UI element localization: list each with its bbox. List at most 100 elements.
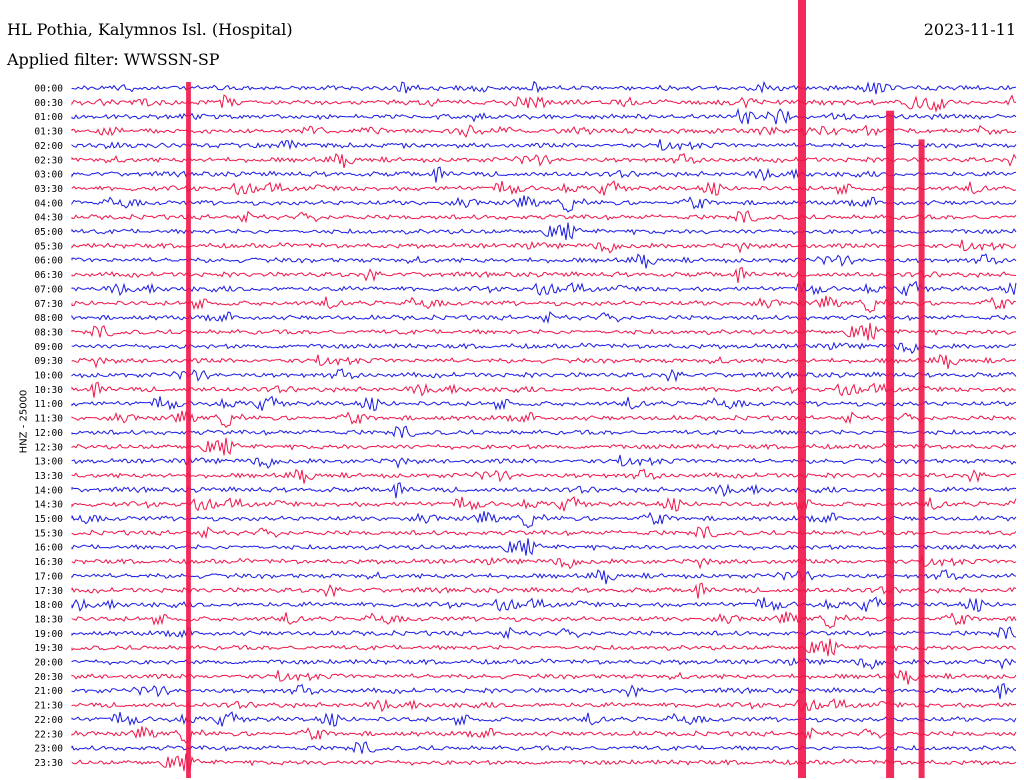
event-event-early <box>186 82 191 778</box>
row-time-label: 17:30 <box>34 586 63 597</box>
trace-row <box>71 753 1017 772</box>
trace-row <box>71 94 1017 113</box>
trace-row <box>71 511 1017 529</box>
row-time-label: 22:00 <box>34 715 63 726</box>
trace-row <box>71 425 1017 439</box>
row-time-label: 07:00 <box>34 284 63 295</box>
trace-row <box>71 555 1017 570</box>
row-time-label: 05:00 <box>34 227 63 238</box>
trace-row <box>71 525 1017 540</box>
row-time-label: 20:30 <box>34 672 63 683</box>
trace-row <box>71 711 1017 727</box>
trace-row <box>71 152 1017 169</box>
trace-row <box>71 139 1017 151</box>
trace-row <box>71 253 1017 269</box>
trace-row <box>71 322 1017 341</box>
row-time-label: 04:00 <box>34 198 63 209</box>
row-time-label: 08:30 <box>34 327 63 338</box>
row-time-label: 04:30 <box>34 213 63 224</box>
row-time-label: 13:30 <box>34 471 63 482</box>
trace-row <box>71 741 1017 754</box>
trace-row <box>71 482 1017 499</box>
row-time-label: 21:30 <box>34 701 63 712</box>
row-time-label: 18:00 <box>34 600 63 611</box>
date-label: 2023-11-11 <box>923 20 1016 39</box>
row-time-label: 10:00 <box>34 371 63 382</box>
row-time-label: 22:30 <box>34 729 63 740</box>
row-time-label: 14:00 <box>34 485 63 496</box>
trace-row <box>71 582 1017 599</box>
trace-row <box>71 683 1017 700</box>
trace-row <box>71 454 1017 469</box>
trace-row <box>71 280 1017 297</box>
trace-row <box>71 341 1017 355</box>
trace-row <box>71 266 1017 283</box>
trace-row <box>71 107 1017 125</box>
trace-row <box>71 310 1017 325</box>
trace-row <box>71 210 1017 224</box>
row-time-label: 06:00 <box>34 256 63 267</box>
event-teleseism-2 <box>886 110 895 778</box>
row-time-label: 18:30 <box>34 614 63 625</box>
trace-row <box>71 166 1017 183</box>
row-time-label: 07:30 <box>34 299 63 310</box>
trace-row <box>71 611 1017 629</box>
trace-row <box>71 124 1017 138</box>
trace-row <box>71 569 1017 585</box>
row-time-label: 10:30 <box>34 385 63 396</box>
trace-row <box>71 626 1017 640</box>
trace-row <box>71 657 1017 670</box>
event-event-27 <box>918 139 925 778</box>
trace-row <box>71 468 1017 484</box>
row-time-label: 09:30 <box>34 356 63 367</box>
row-time-label: 17:00 <box>34 571 63 582</box>
row-time-label: 11:30 <box>34 414 63 425</box>
trace-row <box>71 353 1017 369</box>
event-teleseism-1 <box>798 0 806 778</box>
row-time-label: 03:30 <box>34 184 63 195</box>
row-time-label: 14:30 <box>34 500 63 511</box>
trace-row <box>71 368 1017 383</box>
row-time-label: 19:30 <box>34 643 63 654</box>
row-time-label: 12:00 <box>34 428 63 439</box>
trace-row <box>71 239 1017 254</box>
row-time-label: 03:00 <box>34 170 63 181</box>
row-time-label: 02:30 <box>34 155 63 166</box>
row-time-label: 01:30 <box>34 127 63 138</box>
row-time-label: 13:00 <box>34 457 63 468</box>
trace-row <box>71 437 1017 456</box>
row-time-label: 19:00 <box>34 629 63 640</box>
row-time-label: 01:00 <box>34 112 63 123</box>
trace-row <box>71 596 1017 613</box>
row-time-label: 00:00 <box>34 84 63 95</box>
trace-row <box>71 395 1017 412</box>
station-title: HL Pothia, Kalymnos Isl. (Hospital) <box>7 20 293 39</box>
trace-row <box>71 698 1017 713</box>
row-time-label: 16:30 <box>34 557 63 568</box>
trace-row <box>71 80 1017 95</box>
row-time-label: 00:30 <box>34 98 63 109</box>
row-time-label: 21:00 <box>34 686 63 697</box>
row-time-label: 20:00 <box>34 658 63 669</box>
trace-row <box>71 180 1017 197</box>
row-time-label: 09:00 <box>34 342 63 353</box>
row-time-label: 05:30 <box>34 241 63 252</box>
row-time-label: 02:00 <box>34 141 63 152</box>
trace-row <box>71 195 1017 213</box>
trace-row <box>71 495 1017 512</box>
row-time-label: 15:30 <box>34 528 63 539</box>
row-time-label: 16:00 <box>34 543 63 554</box>
row-time-label: 23:30 <box>34 758 63 769</box>
trace-row <box>71 381 1016 398</box>
row-time-label: 11:00 <box>34 399 63 410</box>
trace-row <box>71 410 1017 428</box>
trace-row <box>71 726 1017 744</box>
row-time-label: 08:00 <box>34 313 63 324</box>
trace-row <box>71 638 1017 657</box>
row-time-label: 06:30 <box>34 270 63 281</box>
trace-row <box>71 669 1017 685</box>
row-time-label: 12:30 <box>34 442 63 453</box>
filter-label: Applied filter: WWSSN-SP <box>7 50 220 69</box>
trace-row <box>71 222 1017 241</box>
